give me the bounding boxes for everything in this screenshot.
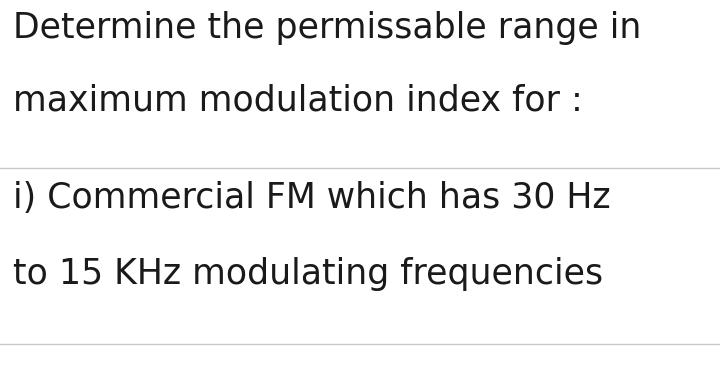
Text: maximum modulation index for :: maximum modulation index for : [13,83,582,117]
Text: Determine the permissable range in: Determine the permissable range in [13,11,642,45]
Text: to 15 KHz modulating frequencies: to 15 KHz modulating frequencies [13,257,603,291]
Text: i) Commercial FM which has 30 Hz: i) Commercial FM which has 30 Hz [13,181,611,215]
